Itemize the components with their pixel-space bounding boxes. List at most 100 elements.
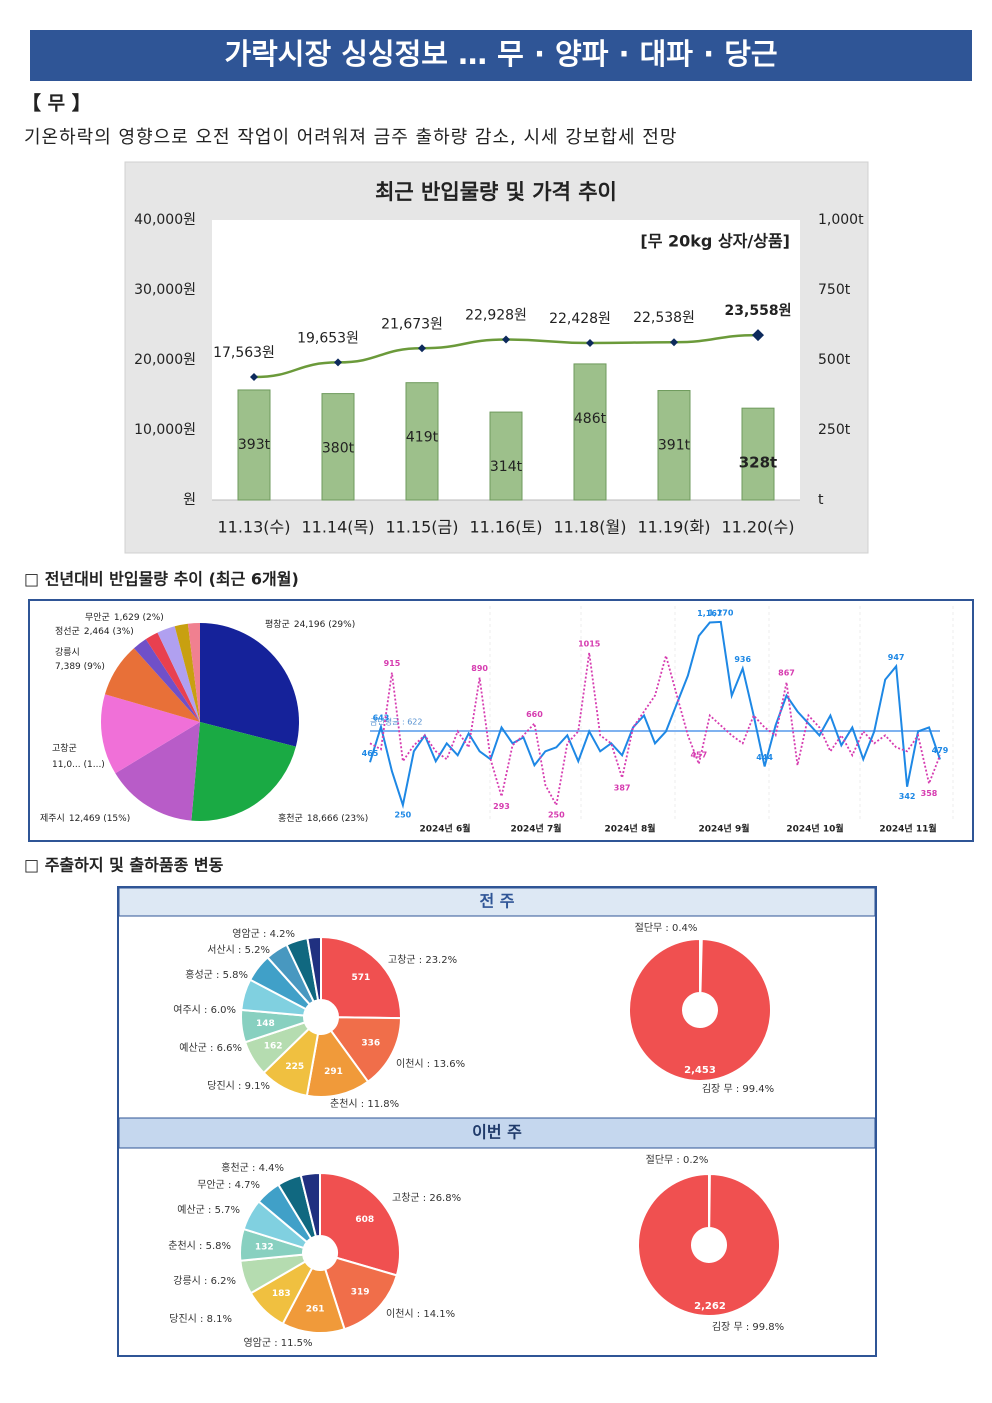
slice-count: 571 <box>351 973 370 983</box>
pie-label: 무안군 1,629 (2%) <box>85 612 164 623</box>
x-tick-label: 2024년 6월 <box>419 823 470 835</box>
donut-label: 김장 무 : 99.8% <box>712 1321 784 1333</box>
x-tick-label: 11.15(금) <box>385 518 458 537</box>
pie-label: 정선군 2,464 (3%) <box>55 626 134 637</box>
point-label: 1015 <box>578 639 601 648</box>
pie-label-value: 18,666 (23%) <box>307 814 368 824</box>
pie-label: 강릉시 : 6.2% <box>173 1275 236 1287</box>
pie-slice <box>306 935 322 1002</box>
section-heading: □ 주출하지 및 출하품종 변동 <box>24 856 224 875</box>
bar-label: 314t <box>490 459 523 475</box>
pie-label: 제주시 12,469 (15%) <box>40 813 130 824</box>
pie-slice <box>319 1171 401 1277</box>
price-label: 17,563원 <box>213 345 275 361</box>
point-label: 387 <box>614 783 631 792</box>
point-label: 1,167 <box>697 609 722 618</box>
pie-slice <box>200 623 300 747</box>
bar <box>321 393 355 501</box>
marker <box>502 335 510 344</box>
pie-label: 영암군 : 4.2% <box>232 928 295 940</box>
pie-slice <box>299 1171 321 1238</box>
slice-count: 162 <box>264 1042 283 1052</box>
point-label: 915 <box>384 659 401 668</box>
price-label: 22,538원 <box>633 310 695 326</box>
bar <box>573 363 607 501</box>
pie-label: 이천시 : 13.6% <box>396 1058 465 1070</box>
pie-label: 당진시 : 9.1% <box>207 1080 270 1092</box>
bar-label: 486t <box>574 411 607 427</box>
pie-slice <box>329 1016 403 1084</box>
bar <box>405 382 439 501</box>
point-label: 250 <box>395 811 412 820</box>
pie-slice <box>320 935 402 1020</box>
pie-slice <box>174 623 200 722</box>
pie-slice <box>101 694 200 774</box>
bar-label: 380t <box>322 441 355 457</box>
pie-label-name: 강릉시 <box>55 647 80 658</box>
donut-label: 절단무 : 0.4% <box>635 921 698 934</box>
slice-count: 132 <box>255 1243 274 1253</box>
section-heading: □ 전년대비 반입물량 추이 (최근 6개월) <box>24 570 299 589</box>
bar <box>237 389 271 501</box>
point-label: 947 <box>888 653 905 662</box>
pie-label: 평창군 24,196 (29%) <box>265 619 355 630</box>
pie-label: 춘천시 : 5.8% <box>168 1240 231 1252</box>
y2-tick-label: 500t <box>818 352 851 368</box>
pie-label: 여주시 : 6.0% <box>173 1004 236 1016</box>
marker <box>418 344 426 353</box>
point-label: 444 <box>756 753 773 762</box>
price-label: 22,428원 <box>549 311 611 327</box>
pie-slice <box>305 1029 370 1098</box>
bar-label: 393t <box>238 437 271 453</box>
pie-slice <box>636 1172 781 1317</box>
marker <box>670 338 678 347</box>
price-label: 19,653원 <box>297 330 359 346</box>
header-bar <box>30 30 972 81</box>
x-tick-label: 11.14(목) <box>301 518 374 537</box>
pie-label: 홍성군 : 5.8% <box>185 968 248 981</box>
pie-label: 예산군 : 5.7% <box>177 1204 240 1216</box>
pie-slice <box>145 632 200 722</box>
pie-label: 예산군 : 6.6% <box>179 1042 242 1054</box>
pie-label-name: 고창군 <box>52 743 77 754</box>
pie-label-name: 홍천군 <box>278 812 303 824</box>
point-label: 936 <box>734 655 751 664</box>
pie-label: 강릉시 7,389 (9%) <box>55 647 105 672</box>
pie-slice <box>133 639 200 722</box>
x-tick-label: 11.18(월) <box>553 518 626 537</box>
point-label: 465 <box>362 749 379 758</box>
pie-label-name: 정선군 <box>55 626 80 637</box>
y-tick-label: 원 <box>183 492 196 508</box>
slice-count: 2,262 <box>694 1301 726 1312</box>
bar <box>657 390 691 501</box>
y-tick-label: 30,000원 <box>134 282 196 298</box>
pie-label-value: 11,0... (1...) <box>52 760 105 770</box>
pie-label-value: 24,196 (29%) <box>294 620 355 630</box>
price-label: 21,673원 <box>381 316 443 332</box>
bar <box>741 407 775 501</box>
y-tick-label: 10,000원 <box>134 422 196 438</box>
pie-label: 고창군 11,0... (1...) <box>52 743 105 770</box>
page-title: 가락시장 싱싱정보 … 무 · 양파 · 대파 · 당근 <box>224 37 777 71</box>
slice-count: 261 <box>306 1304 325 1314</box>
y2-tick-label: t <box>818 492 824 508</box>
bar-label: 391t <box>658 438 691 454</box>
point-label: 660 <box>526 710 543 719</box>
pie-label-value: 2,464 (3%) <box>84 627 134 637</box>
point-label: 890 <box>471 664 488 673</box>
donut-label: 절단무 : 0.2% <box>646 1153 709 1166</box>
pie-label: 고창군 : 23.2% <box>388 954 457 966</box>
x-tick-label: 11.20(수) <box>721 518 794 537</box>
marker <box>752 329 764 342</box>
point-label: 479 <box>932 746 949 755</box>
point-label: 358 <box>921 789 938 798</box>
donut-label: 김장 무 : 99.4% <box>702 1083 774 1095</box>
x-tick-label: 2024년 11월 <box>879 823 936 835</box>
x-tick-label: 11.16(토) <box>469 518 542 537</box>
x-tick-label: 2024년 7월 <box>510 823 561 835</box>
series-line <box>369 652 941 808</box>
point-label: 293 <box>493 802 510 811</box>
slice-count: 291 <box>324 1067 343 1077</box>
week-header <box>118 887 876 917</box>
